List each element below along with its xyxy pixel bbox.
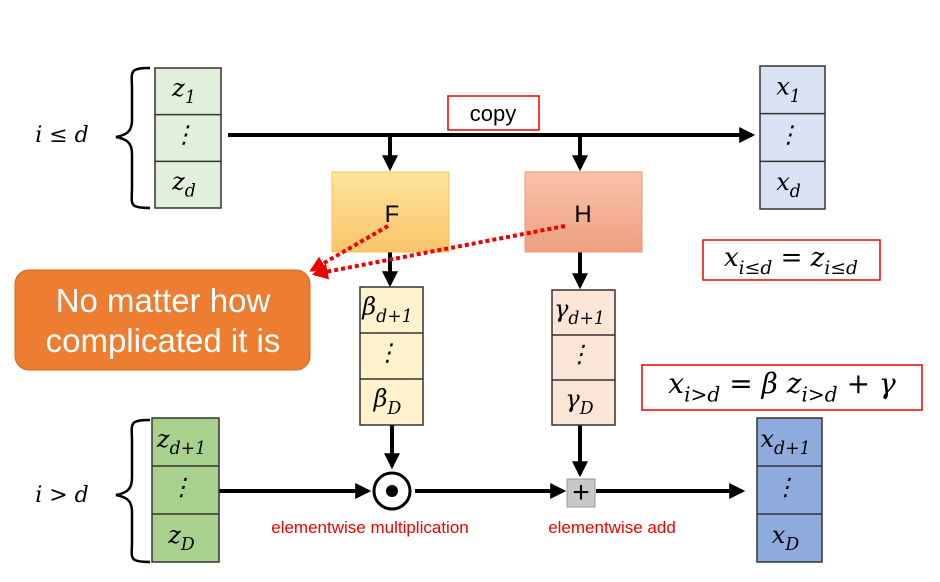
math-symbol: x: [668, 367, 684, 400]
math-text: xi≤d = zi≤d: [724, 243, 858, 279]
math-text: βd+1: [361, 293, 412, 327]
math-symbol: β: [361, 293, 376, 321]
math-symbol: β: [373, 385, 388, 413]
math-text: ⋮: [777, 120, 801, 148]
math-subscript: d+1: [376, 307, 413, 327]
math-symbol: γ: [565, 385, 580, 413]
condition: i > d: [35, 483, 89, 508]
plus: +: [572, 476, 590, 509]
math-text: γd+1: [554, 295, 605, 329]
math-text: xD: [772, 521, 800, 555]
math-symbol: z: [156, 425, 170, 453]
copy-box: [447, 95, 540, 131]
callout-text: complicated it is: [46, 322, 281, 359]
math-symbol: ⋮: [777, 120, 801, 148]
math-symbol: x: [760, 425, 774, 453]
callout-text: No matter how: [56, 282, 271, 319]
math-symbol: z: [810, 243, 825, 273]
math-symbol: =: [772, 243, 810, 273]
arrows: [219, 127, 756, 499]
math-text: x1: [776, 73, 801, 107]
op-label: elementwise add: [548, 518, 676, 537]
math-symbol: x: [724, 243, 739, 273]
math-text: γD: [565, 385, 593, 419]
math-symbol: x: [776, 73, 790, 101]
math-symbol: ⋮: [170, 473, 194, 501]
math-symbol: z: [786, 367, 802, 400]
math-text: ⋮: [568, 340, 592, 368]
math-symbol: = β: [720, 367, 786, 400]
equation-box: [702, 239, 881, 281]
math-subscript: d+1: [568, 309, 605, 329]
pointer-arrows: [309, 224, 566, 280]
math-subscript: d+1: [774, 439, 811, 459]
vector-box: [359, 286, 424, 426]
add-op: [566, 478, 596, 508]
math-text: z1: [171, 74, 196, 108]
math-text: zd+1: [156, 425, 206, 459]
vector-box: [551, 289, 616, 426]
math-symbol: ⋮: [172, 121, 196, 149]
op-label: elementwise multiplication: [271, 518, 468, 537]
vector-box: [759, 65, 826, 210]
callout: [14, 269, 311, 371]
braces: [115, 66, 151, 564]
math-text: zd: [171, 167, 196, 201]
math-symbol: z: [171, 167, 185, 195]
math-text: ⋮: [170, 473, 194, 501]
math-symbol: ⋮: [376, 339, 400, 367]
math-text: xi>d = β zi>d + γ: [668, 367, 896, 406]
vector-box: [756, 417, 823, 563]
math-symbol: x: [776, 168, 790, 196]
math-symbol: + γ: [838, 367, 896, 400]
math-subscript: D: [784, 535, 799, 555]
math-subscript: D: [387, 399, 402, 419]
math-text: ⋮: [376, 339, 400, 367]
multiply-dot: [386, 485, 398, 497]
copy-label: copy: [470, 101, 516, 126]
math-subscript: d: [790, 182, 801, 202]
math-text: βD: [373, 385, 402, 419]
f-label: F: [385, 201, 400, 228]
math-subscript: d: [185, 182, 196, 202]
math-text: ⋮: [172, 121, 196, 149]
h-box: [524, 171, 643, 253]
math-text: zD: [167, 521, 195, 555]
math-subscript: D: [579, 399, 594, 419]
math-text: xd+1: [760, 425, 810, 459]
math-subscript: 1: [185, 88, 196, 108]
equation-box: [641, 364, 923, 411]
math-symbol: ⋮: [774, 473, 798, 501]
f-box: [331, 171, 450, 253]
h-label: H: [574, 201, 591, 228]
math-subscript: 1: [790, 87, 801, 107]
math-subscript: d+1: [170, 439, 207, 459]
math-symbol: x: [772, 521, 786, 549]
math-symbol: z: [171, 74, 185, 102]
math-text: ⋮: [774, 473, 798, 501]
math-symbol: ⋮: [568, 340, 592, 368]
vector-box: [151, 417, 220, 563]
math-subscript: i≤d: [824, 258, 858, 279]
condition: i ≤ d: [35, 123, 89, 148]
math-symbol: γ: [554, 295, 569, 323]
math-text: xd: [776, 168, 801, 202]
vector-box: [154, 67, 222, 209]
math-subscript: i>d: [801, 382, 837, 406]
math-symbol: z: [167, 521, 181, 549]
math-subscript: i>d: [684, 382, 720, 406]
math-subscript: i≤d: [739, 258, 773, 279]
math-subscript: D: [180, 535, 195, 555]
